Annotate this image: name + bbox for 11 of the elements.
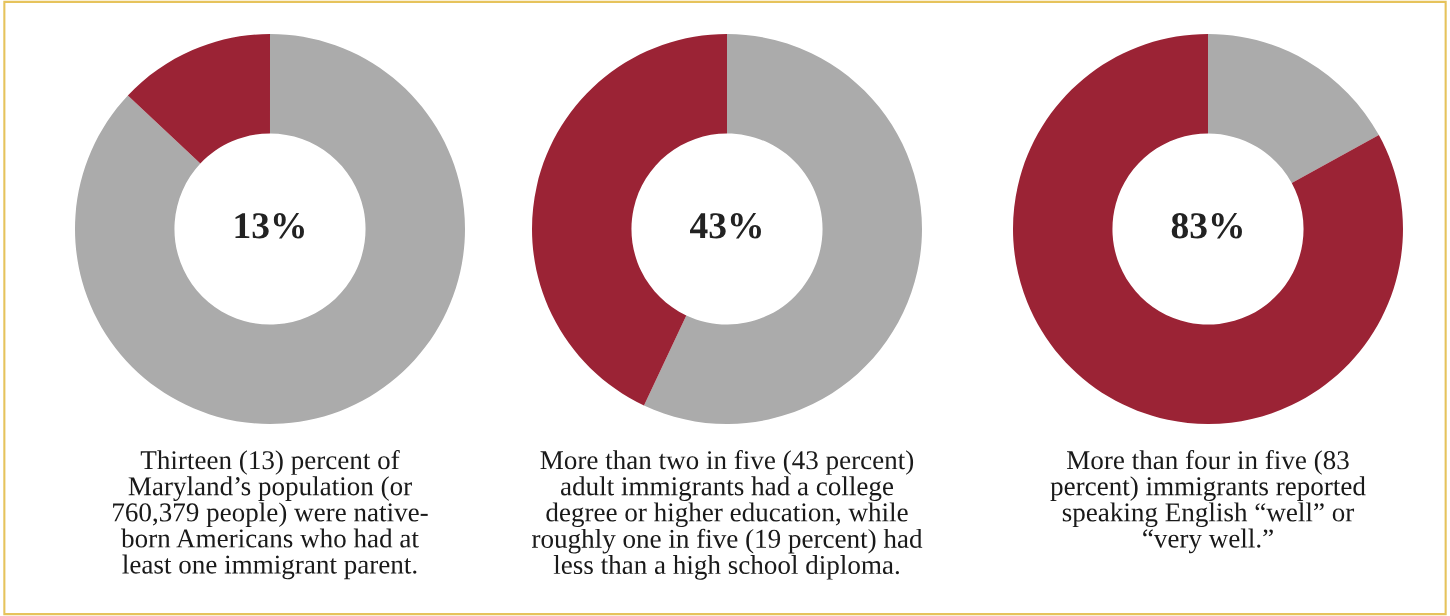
donut-slice (75, 34, 465, 424)
donut-slice (1013, 34, 1403, 424)
text: 83% (1171, 213, 1242, 239)
text: Thirteen (13) percent of Maryland’s population (or 760,379 people) were native- born Americans who had at least one immigrant parent. (113, 450, 428, 580)
text: More than two in five (43 percent) adult immigrants had a college degree or higher education, while roughly one in five (19 percent) had less than a high school diploma. (532, 450, 923, 580)
donut-slice (127, 34, 270, 164)
text: 13% (235, 213, 304, 239)
donut-slice (1208, 34, 1379, 183)
text: 43% (690, 213, 761, 239)
donut-slice (643, 34, 922, 424)
text: More than four in five (83 percent) immigrants reported speaking English “well” or “very well.” (1050, 450, 1366, 554)
